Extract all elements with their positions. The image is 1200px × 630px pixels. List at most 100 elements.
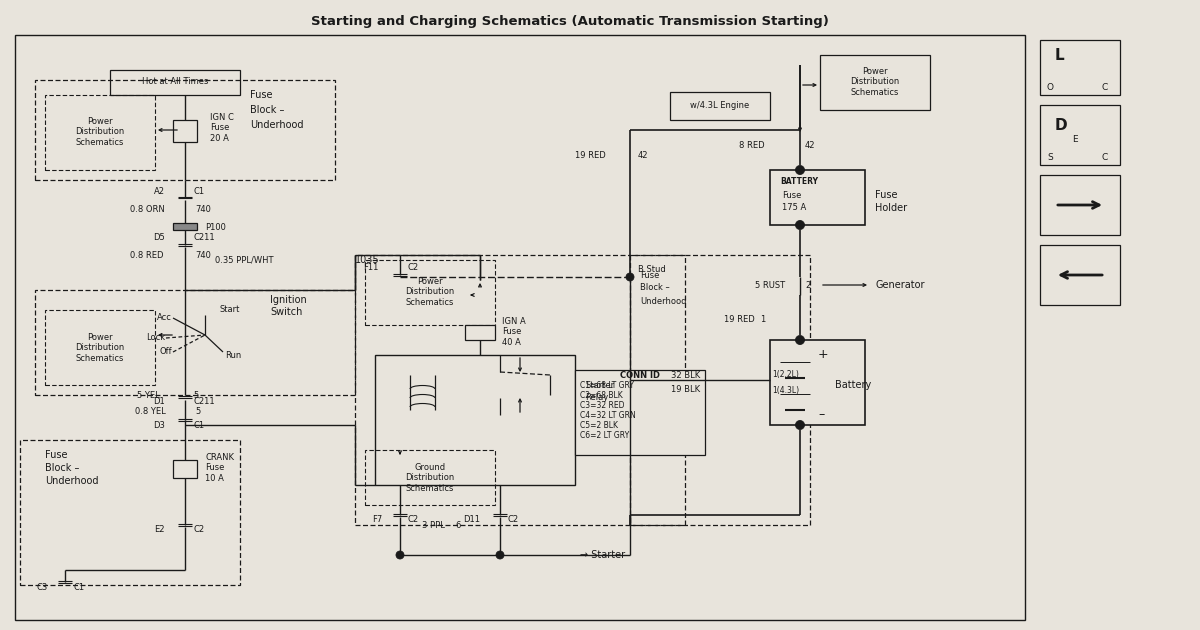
Bar bbox=[46, 310, 155, 385]
Text: 19 RED: 19 RED bbox=[725, 316, 755, 324]
Text: 740: 740 bbox=[194, 251, 211, 260]
Bar bbox=[14, 35, 1025, 620]
Text: S: S bbox=[1048, 154, 1052, 163]
Text: C4=32 LT GRN: C4=32 LT GRN bbox=[580, 411, 636, 420]
Text: Fuse: Fuse bbox=[250, 90, 272, 100]
Text: 2: 2 bbox=[805, 280, 810, 290]
Text: C211: C211 bbox=[193, 234, 215, 243]
Bar bbox=[820, 55, 930, 110]
Text: 0.8 ORN: 0.8 ORN bbox=[130, 205, 164, 214]
Text: IGN C
Fuse
20 A: IGN C Fuse 20 A bbox=[210, 113, 234, 143]
Bar bbox=[630, 255, 810, 525]
Text: Fuse: Fuse bbox=[782, 190, 802, 200]
Bar bbox=[374, 355, 575, 485]
Bar bbox=[365, 260, 496, 325]
Bar bbox=[46, 95, 155, 170]
Text: Holder: Holder bbox=[875, 203, 907, 213]
Text: C2: C2 bbox=[193, 525, 204, 534]
Text: 1035: 1035 bbox=[355, 255, 379, 265]
Text: Power
Distribution
Schematics: Power Distribution Schematics bbox=[406, 277, 455, 307]
Text: Fuse: Fuse bbox=[46, 450, 67, 460]
Text: 42: 42 bbox=[805, 140, 816, 149]
Text: C3=32 RED: C3=32 RED bbox=[580, 401, 624, 411]
Text: Ground
Distribution
Schematics: Ground Distribution Schematics bbox=[406, 463, 455, 493]
Text: 5: 5 bbox=[194, 408, 200, 416]
Text: F7: F7 bbox=[372, 515, 382, 525]
Circle shape bbox=[796, 420, 804, 430]
Text: 0.8 RED: 0.8 RED bbox=[130, 251, 163, 260]
Text: Start: Start bbox=[220, 306, 240, 314]
Text: 1(4.3L): 1(4.3L) bbox=[772, 386, 799, 394]
Bar bbox=[670, 92, 770, 120]
Text: Starting and Charging Schematics (Automatic Transmission Starting): Starting and Charging Schematics (Automa… bbox=[311, 16, 829, 28]
Bar bbox=[575, 370, 706, 455]
Text: Ignition: Ignition bbox=[270, 295, 307, 305]
Circle shape bbox=[496, 551, 504, 559]
Bar bbox=[110, 70, 240, 95]
Bar bbox=[770, 340, 865, 425]
Text: C3: C3 bbox=[37, 583, 48, 592]
Text: O: O bbox=[1046, 84, 1054, 93]
Text: Fuse: Fuse bbox=[640, 270, 659, 280]
Text: B Stud: B Stud bbox=[638, 265, 666, 275]
Text: C1: C1 bbox=[193, 188, 204, 197]
Text: C1: C1 bbox=[73, 583, 84, 592]
Bar bbox=[355, 255, 685, 525]
Bar bbox=[1040, 105, 1120, 165]
Text: 19 RED: 19 RED bbox=[575, 151, 606, 159]
Text: Relay: Relay bbox=[586, 394, 608, 403]
Text: 19 BLK: 19 BLK bbox=[671, 386, 700, 394]
Text: 1: 1 bbox=[760, 316, 766, 324]
Circle shape bbox=[796, 166, 804, 175]
Text: 1(2.2L): 1(2.2L) bbox=[772, 370, 799, 379]
Bar bbox=[1040, 245, 1120, 305]
Text: Acc: Acc bbox=[157, 314, 172, 323]
Circle shape bbox=[626, 273, 634, 281]
Text: Power
Distribution
Schematics: Power Distribution Schematics bbox=[76, 333, 125, 363]
Text: C1: C1 bbox=[193, 420, 204, 430]
Bar bbox=[35, 290, 355, 395]
Text: 8 RED: 8 RED bbox=[739, 140, 766, 149]
Text: Block –: Block – bbox=[250, 105, 284, 115]
Text: Block –: Block – bbox=[640, 284, 670, 292]
Text: C2: C2 bbox=[408, 515, 419, 525]
Text: Power
Distribution
Schematics: Power Distribution Schematics bbox=[851, 67, 900, 97]
Text: CONN ID: CONN ID bbox=[620, 372, 660, 381]
Text: C2=68 BLK: C2=68 BLK bbox=[580, 391, 623, 401]
Text: A2: A2 bbox=[154, 188, 166, 197]
Text: C1=68 LT GRY: C1=68 LT GRY bbox=[580, 382, 634, 391]
Text: Underhood: Underhood bbox=[640, 297, 686, 306]
Bar bbox=[466, 325, 496, 340]
Text: CRANK
Fuse
10 A: CRANK Fuse 10 A bbox=[205, 453, 234, 483]
Text: 6: 6 bbox=[455, 520, 461, 529]
Bar bbox=[173, 223, 197, 230]
Circle shape bbox=[796, 220, 804, 229]
Text: C2: C2 bbox=[508, 515, 520, 525]
Text: E: E bbox=[1072, 135, 1078, 144]
Text: C5=2 BLK: C5=2 BLK bbox=[580, 421, 618, 430]
Text: Underhood: Underhood bbox=[46, 476, 98, 486]
Bar bbox=[173, 460, 197, 478]
Text: D: D bbox=[1055, 118, 1068, 132]
Text: Generator: Generator bbox=[875, 280, 924, 290]
Text: Starter: Starter bbox=[586, 381, 614, 389]
Text: C: C bbox=[1102, 154, 1108, 163]
Text: Battery: Battery bbox=[835, 380, 871, 390]
Text: 3 PPL: 3 PPL bbox=[422, 520, 445, 529]
Text: C211: C211 bbox=[193, 398, 215, 406]
Text: Fuse: Fuse bbox=[875, 190, 898, 200]
Bar bbox=[173, 120, 197, 142]
Text: w/4.3L Engine: w/4.3L Engine bbox=[690, 101, 750, 110]
Text: P100: P100 bbox=[205, 222, 226, 231]
Text: C6=2 LT GRY: C6=2 LT GRY bbox=[580, 432, 629, 440]
Text: 0.35 PPL/WHT: 0.35 PPL/WHT bbox=[215, 256, 274, 265]
Text: Lock: Lock bbox=[146, 333, 166, 341]
Text: D3: D3 bbox=[154, 420, 166, 430]
Text: Switch: Switch bbox=[270, 307, 302, 317]
Circle shape bbox=[396, 551, 404, 559]
Text: Block –: Block – bbox=[46, 463, 79, 473]
Text: Hot at All Times: Hot at All Times bbox=[142, 77, 208, 86]
Text: C: C bbox=[1102, 84, 1108, 93]
Text: D5: D5 bbox=[154, 234, 166, 243]
Text: E2: E2 bbox=[155, 525, 166, 534]
